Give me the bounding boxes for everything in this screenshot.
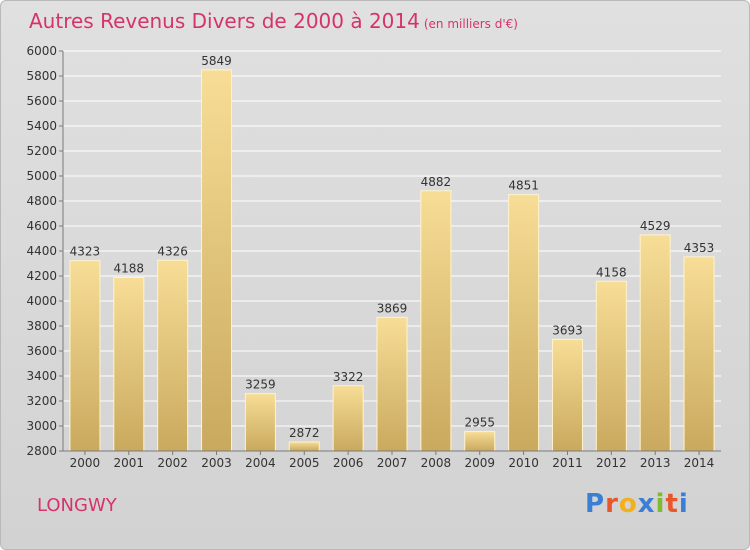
- bar: [683, 256, 715, 452]
- x-tick-label: 2010: [508, 456, 539, 470]
- x-tick-label: 2007: [377, 456, 408, 470]
- bars: [69, 69, 715, 452]
- logo-letter: i: [655, 489, 666, 519]
- data-label: 4158: [596, 265, 627, 279]
- y-tick-label: 2800: [26, 444, 57, 458]
- y-tick-label: 5000: [26, 169, 57, 183]
- y-tick-label: 4800: [26, 194, 57, 208]
- logo-letter: x: [637, 489, 656, 519]
- data-label: 3259: [245, 378, 276, 392]
- axes: 2800 3000 3200 3400 3600 3800 4000 4200 4400 4600…: [26, 44, 721, 470]
- x-tick-label: 2013: [640, 456, 671, 470]
- x-tick-label: 2003: [201, 456, 232, 470]
- y-tick-label: 3800: [26, 319, 57, 333]
- bar: [551, 338, 583, 452]
- x-tick-label: 2009: [464, 456, 495, 470]
- city-name: LONGWY: [37, 495, 117, 516]
- chart-title: Autres Revenus Divers de 2000 à 2014 (en …: [29, 9, 518, 33]
- chart-title-text: Autres Revenus Divers de 2000 à 2014: [29, 9, 420, 33]
- y-tick-label: 5400: [26, 119, 57, 133]
- data-label: 3869: [377, 301, 408, 315]
- x-tick-label: 2005: [289, 456, 320, 470]
- bar: [69, 260, 101, 452]
- y-tick-label: 4000: [26, 294, 57, 308]
- y-tick-label: 5600: [26, 94, 57, 108]
- x-tick-label: 2008: [421, 456, 452, 470]
- data-label: 4882: [421, 175, 452, 189]
- logo-letter: i: [678, 489, 689, 519]
- y-tick-label: 3600: [26, 344, 57, 358]
- y-tick-label: 3400: [26, 369, 57, 383]
- data-labels: 4323 4188 4326 5849 3259 2872 3322 3869 4882 2955…: [70, 54, 715, 440]
- y-tick-label: 5800: [26, 69, 57, 83]
- x-tick-label: 2012: [596, 456, 627, 470]
- data-label: 3322: [333, 370, 364, 384]
- bar: [508, 194, 540, 452]
- bar: [376, 316, 408, 452]
- x-tick-label: 2014: [684, 456, 715, 470]
- data-label: 4326: [157, 244, 188, 258]
- bar: [639, 234, 671, 452]
- y-tick-label: 3000: [26, 419, 57, 433]
- x-tick-label: 2002: [157, 456, 188, 470]
- logo-letter: t: [665, 489, 679, 519]
- x-tick-label: 2000: [70, 456, 101, 470]
- logo-letter: o: [618, 489, 638, 519]
- y-tick-label: 4400: [26, 244, 57, 258]
- data-label: 3693: [552, 323, 583, 337]
- y-tick-label: 3200: [26, 394, 57, 408]
- x-tick-label: 2004: [245, 456, 276, 470]
- bar: [595, 280, 627, 452]
- bar: [244, 393, 276, 452]
- y-tick-label: 6000: [26, 44, 57, 58]
- data-label: 4529: [640, 219, 671, 233]
- bar: [332, 385, 364, 452]
- x-tick-label: 2001: [114, 456, 145, 470]
- data-label: 4188: [114, 262, 145, 276]
- bar: [420, 190, 452, 452]
- y-tick-label: 4200: [26, 269, 57, 283]
- logo-letter: P: [585, 489, 606, 519]
- x-tick-label: 2011: [552, 456, 583, 470]
- data-label: 4323: [70, 245, 101, 259]
- y-tick-label: 4600: [26, 219, 57, 233]
- logo-letter: r: [605, 489, 619, 519]
- chart-unit: (en milliers d'€): [423, 17, 518, 31]
- bar: [288, 441, 320, 452]
- data-label: 4353: [684, 241, 715, 255]
- bar: [201, 69, 233, 452]
- bar: [157, 259, 189, 452]
- data-label: 2955: [464, 416, 495, 430]
- data-label: 2872: [289, 426, 320, 440]
- proxiti-logo[interactable]: Proxiti: [585, 489, 689, 519]
- data-label: 4851: [508, 179, 539, 193]
- bar: [113, 277, 145, 452]
- y-tick-label: 5200: [26, 144, 57, 158]
- data-label: 5849: [201, 54, 232, 68]
- x-tick-label: 2006: [333, 456, 364, 470]
- bar: [464, 431, 496, 452]
